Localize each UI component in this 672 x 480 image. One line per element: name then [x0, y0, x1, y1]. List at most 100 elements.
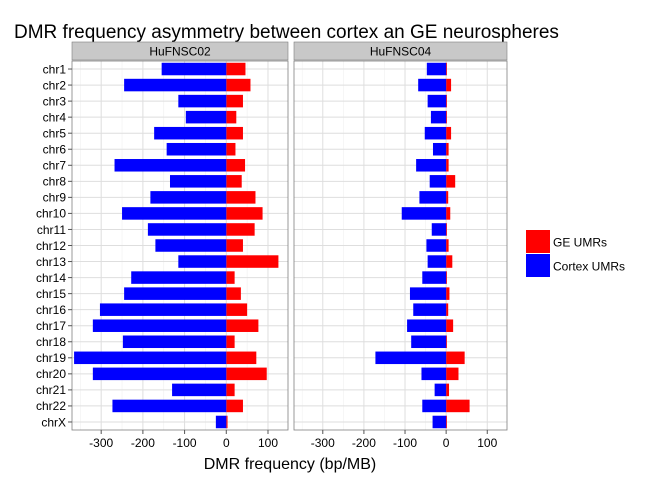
bar-chr9-Cortex-UMRs [150, 191, 227, 204]
bar-chr4-Cortex-UMRs [185, 110, 227, 124]
bar-chr2-GE-UMRs [226, 78, 251, 92]
bar-chr7-Cortex-UMRs [114, 159, 227, 172]
y-tick-label: chr2 [43, 78, 67, 92]
y-tick-label: chr17 [36, 319, 66, 333]
bar-chr20-Cortex-UMRs [92, 367, 227, 381]
y-tick-label: chr3 [43, 94, 67, 108]
bar-chr13-GE-UMRs [226, 255, 279, 268]
panel-strip-label: HuFNSC02 [149, 45, 211, 59]
bar-chr18-Cortex-UMRs [411, 335, 447, 349]
bar-chr1-GE-UMRs [226, 62, 246, 76]
y-tick-label: chr18 [36, 335, 66, 349]
bar-chr9-GE-UMRs [446, 191, 449, 204]
bar-chr15-GE-UMRs [226, 287, 241, 300]
bar-chr4-GE-UMRs [226, 110, 237, 124]
bar-chr16-Cortex-UMRs [99, 303, 227, 316]
bar-chr21-GE-UMRs [446, 383, 450, 397]
y-tick-label: chrX [41, 415, 66, 429]
bar-chr1-GE-UMRs [446, 62, 447, 76]
bar-chrX-Cortex-UMRs [215, 415, 227, 429]
bar-chrX-GE-UMRs [446, 415, 447, 429]
x-axis: -300 -200 -100 0 100 [311, 430, 498, 450]
y-tick-label: chr4 [43, 110, 67, 124]
y-tick-label: chr20 [36, 367, 66, 381]
bar-chr13-GE-UMRs [446, 255, 453, 268]
bar-chr9-Cortex-UMRs [419, 191, 447, 204]
bar-chr3-GE-UMRs [446, 94, 447, 108]
bar-chr1-Cortex-UMRs [161, 62, 227, 76]
bar-chr19-GE-UMRs [226, 351, 257, 365]
bar-chr21-Cortex-UMRs [434, 383, 447, 397]
x-tick-label: -100 [393, 436, 417, 450]
bar-chr7-Cortex-UMRs [416, 159, 447, 172]
bar-chr21-Cortex-UMRs [172, 383, 227, 397]
bar-chr6-Cortex-UMRs [166, 142, 227, 156]
bar-chr13-Cortex-UMRs [427, 255, 447, 268]
x-tick-label: -300 [311, 436, 335, 450]
bar-chr18-Cortex-UMRs [122, 335, 227, 349]
bar-chr8-Cortex-UMRs [169, 175, 227, 188]
y-tick-label: chr1 [43, 62, 67, 76]
bar-chr5-Cortex-UMRs [424, 126, 447, 140]
bar-chr5-GE-UMRs [226, 126, 243, 140]
y-tick-label: chr12 [36, 239, 66, 253]
y-tick-label: chr16 [36, 303, 66, 317]
bar-chr2-Cortex-UMRs [124, 78, 227, 92]
y-tick-label: chr11 [37, 223, 66, 237]
x-tick-label: -100 [173, 436, 197, 450]
legend-swatch [526, 254, 550, 277]
y-tick-label: chr10 [36, 207, 66, 221]
x-axis-label: DMR frequency (bp/MB) [204, 456, 377, 473]
bar-chr14-GE-UMRs [446, 271, 447, 284]
y-tick-label: chr6 [43, 143, 67, 157]
bar-chr12-GE-UMRs [226, 239, 243, 252]
legend: GE UMRs Cortex UMRs [526, 230, 625, 277]
x-tick-label: 0 [223, 436, 230, 450]
chart-panels: HuFNSC02 -300 -200 -100 0 100 HuFNSC04 -300 -200… [71, 41, 508, 450]
bar-chr18-GE-UMRs [226, 335, 235, 349]
bar-chr10-Cortex-UMRs [122, 207, 227, 220]
bar-chr11-GE-UMRs [226, 223, 255, 236]
bar-chr16-GE-UMRs [226, 303, 248, 316]
bar-chr3-GE-UMRs [226, 94, 243, 108]
bar-chr8-GE-UMRs [446, 175, 456, 188]
bar-chr5-Cortex-UMRs [154, 126, 227, 140]
y-tick-label: chr8 [43, 175, 67, 189]
bar-chr3-Cortex-UMRs [427, 94, 447, 108]
bar-chr19-Cortex-UMRs [74, 351, 227, 365]
bar-chr16-GE-UMRs [446, 303, 449, 316]
legend-swatch [526, 230, 550, 253]
y-tick-label: chr7 [43, 159, 67, 173]
bar-chr12-GE-UMRs [446, 239, 449, 252]
bar-chr10-GE-UMRs [226, 207, 263, 220]
bar-chr20-GE-UMRs [226, 367, 267, 381]
bar-chr18-GE-UMRs [446, 335, 447, 349]
y-axis: chr1 chr2 chr3 chr4 chr5 chr6 chr7 chr8 chr9 chr1… [36, 62, 72, 429]
bar-chr22-Cortex-UMRs [112, 399, 227, 413]
bar-chr11-GE-UMRs [446, 223, 447, 236]
bar-chr7-GE-UMRs [226, 159, 246, 172]
bar-chr6-Cortex-UMRs [432, 142, 447, 156]
panel-border [293, 60, 508, 431]
bar-chrX-GE-UMRs [226, 415, 228, 429]
y-tick-label: chr5 [43, 126, 67, 140]
bar-chr14-Cortex-UMRs [131, 271, 227, 284]
bar-chr4-Cortex-UMRs [430, 110, 447, 124]
bar-chr4-GE-UMRs [446, 110, 447, 124]
bar-chr17-GE-UMRs [446, 319, 454, 332]
legend-label: GE UMRs [553, 236, 607, 250]
bar-chr16-Cortex-UMRs [413, 303, 447, 316]
bar-chr1-Cortex-UMRs [426, 62, 447, 76]
bar-chr10-Cortex-UMRs [401, 207, 447, 220]
x-axis: -300 -200 -100 0 100 [89, 430, 278, 450]
legend-label: Cortex UMRs [553, 260, 625, 274]
bar-chr19-GE-UMRs [446, 351, 465, 365]
panel-strip-label: HuFNSC04 [370, 45, 432, 59]
y-tick-label: chr15 [36, 287, 66, 301]
bar-chr13-Cortex-UMRs [178, 255, 227, 268]
x-tick-label: 100 [258, 436, 278, 450]
bar-chr9-GE-UMRs [226, 191, 256, 204]
bar-chr17-Cortex-UMRs [92, 319, 227, 332]
bar-chr8-GE-UMRs [226, 175, 242, 188]
